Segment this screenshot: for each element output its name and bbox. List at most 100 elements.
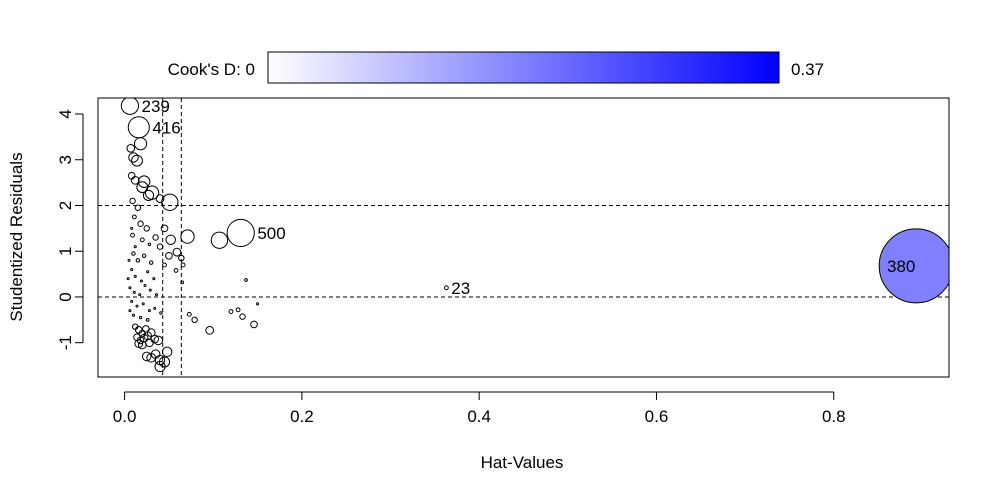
data-point — [130, 300, 134, 304]
data-point — [127, 258, 131, 262]
data-point — [153, 306, 157, 310]
y-tick-label: 2 — [56, 201, 75, 210]
data-point — [143, 225, 150, 232]
y-axis: -1 0 1 2 3 4 — [56, 109, 84, 350]
data-point — [131, 251, 136, 256]
data-point — [135, 258, 141, 263]
data-point — [161, 346, 173, 358]
y-tick-label: -1 — [56, 335, 75, 350]
data-point — [250, 320, 258, 329]
data-point — [128, 152, 139, 163]
data-point — [256, 302, 260, 306]
data-point — [130, 226, 134, 230]
data-point — [126, 277, 130, 281]
point-label: 500 — [257, 224, 285, 243]
legend-min-label: Cook's D: 0 — [168, 60, 255, 79]
data-point — [130, 175, 140, 185]
data-points — [120, 98, 949, 373]
data-point — [133, 137, 148, 151]
data-point — [155, 293, 159, 297]
x-tick-label: 0.2 — [290, 407, 314, 426]
cooks-d-legend: Cook's D: 0 0.37 — [168, 51, 824, 84]
data-point — [162, 262, 167, 268]
data-point — [146, 328, 156, 337]
data-point — [165, 234, 176, 245]
reference-lines — [98, 98, 949, 377]
x-tick-label: 0.0 — [113, 407, 137, 426]
data-point — [173, 268, 179, 273]
data-point — [155, 194, 165, 203]
data-point — [147, 309, 151, 313]
x-tick-label: 0.8 — [822, 407, 846, 426]
data-point — [131, 313, 136, 317]
data-point — [148, 288, 152, 292]
data-point — [165, 251, 173, 260]
data-point — [210, 231, 229, 249]
data-point — [178, 254, 185, 262]
data-point — [143, 284, 147, 288]
data-point — [228, 309, 234, 315]
data-point — [145, 338, 154, 348]
y-tick-label: 4 — [56, 109, 75, 118]
data-point — [172, 247, 182, 257]
data-point — [137, 175, 151, 188]
data-point — [128, 286, 132, 290]
data-point — [130, 267, 134, 272]
data-point — [135, 304, 139, 308]
data-point — [137, 220, 144, 227]
data-point — [139, 279, 143, 283]
data-point — [156, 243, 164, 250]
data-point — [132, 290, 136, 294]
data-point — [147, 242, 152, 247]
labeled-data-point — [127, 116, 150, 139]
data-point — [130, 232, 135, 238]
labeled-data-point — [120, 98, 140, 115]
data-point — [131, 214, 137, 220]
data-point — [142, 325, 150, 333]
y-axis-title: Studentized Residuals — [7, 152, 26, 321]
data-point — [126, 143, 136, 153]
labeled-data-point — [878, 228, 949, 304]
data-point — [138, 315, 143, 320]
point-label: 239 — [142, 97, 170, 116]
point-labels: 239 416 500 23 380 — [142, 97, 916, 298]
data-point — [138, 293, 142, 297]
data-point — [129, 197, 136, 205]
data-point — [152, 277, 156, 281]
data-point — [131, 154, 143, 167]
data-point — [142, 189, 155, 202]
point-label: 380 — [887, 257, 915, 276]
data-point — [139, 237, 145, 243]
data-point — [141, 253, 147, 259]
data-point — [244, 278, 248, 282]
data-point — [141, 351, 152, 362]
legend-color-bar — [267, 51, 780, 84]
data-point — [146, 270, 150, 274]
data-point — [141, 302, 145, 306]
data-point — [144, 185, 160, 200]
data-point — [191, 316, 198, 324]
x-tick-label: 0.6 — [645, 407, 669, 426]
data-point — [134, 204, 142, 211]
data-point — [152, 234, 159, 241]
y-tick-label: 0 — [56, 292, 75, 301]
plot-frame — [97, 97, 950, 378]
data-point — [161, 193, 179, 211]
legend-max-label: 0.37 — [791, 60, 824, 79]
data-point — [145, 317, 150, 322]
data-point — [180, 262, 186, 268]
data-point — [148, 260, 154, 265]
x-tick-label: 0.4 — [467, 407, 491, 426]
data-point — [180, 229, 195, 244]
data-point — [235, 307, 241, 313]
point-label: 23 — [451, 279, 470, 298]
x-axis-title: Hat-Values — [481, 453, 564, 472]
data-point — [154, 360, 166, 373]
y-tick-label: 3 — [56, 155, 75, 164]
x-axis: 0.0 0.2 0.4 0.6 0.8 — [113, 391, 846, 426]
labeled-data-point — [443, 285, 449, 291]
data-point — [159, 311, 163, 315]
labeled-data-point — [226, 218, 255, 248]
data-point — [133, 274, 137, 278]
data-point — [186, 311, 192, 317]
